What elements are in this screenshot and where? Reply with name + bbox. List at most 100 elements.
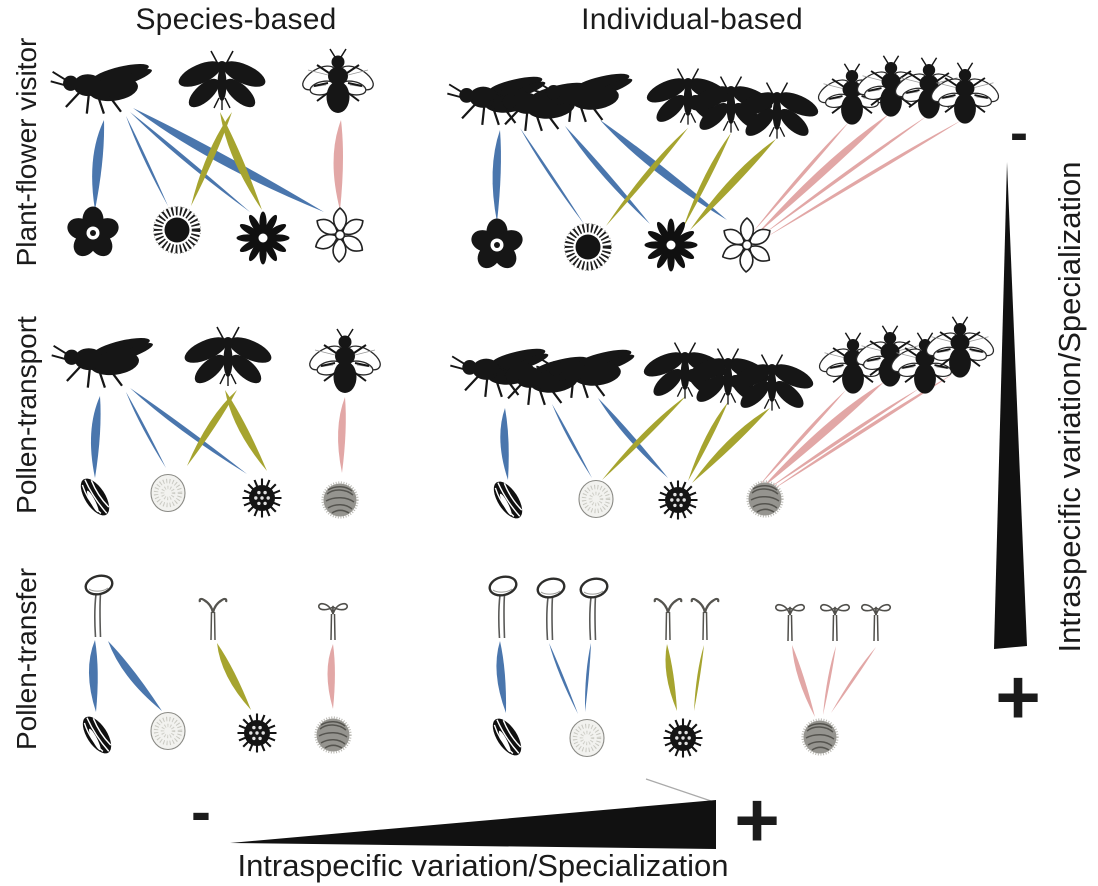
bottom-axis-minus-sign: - [191, 778, 211, 845]
flower-outline-icon [312, 207, 368, 264]
stigma-forked-icon [690, 597, 720, 642]
fly-icon [49, 59, 155, 115]
blue-interaction-link [500, 408, 509, 480]
olive-interaction-link [683, 133, 731, 228]
blue-interaction-link [520, 128, 584, 224]
pollen-spiky-icon [236, 712, 278, 754]
stigma-forked-icon [198, 597, 228, 642]
olive-interaction-link [225, 390, 267, 471]
wedge-hairline [645, 778, 715, 803]
pollen-fuzzy-icon [321, 481, 359, 519]
right-axis-plus-sign: + [995, 652, 1041, 741]
olive-interaction-link [694, 645, 704, 711]
right-axis-label: Intraspecific variation/Specialization [1052, 161, 1087, 653]
stigma-oval-icon [534, 574, 568, 642]
pink-interaction-link [831, 647, 876, 713]
pollen-fuzzy-icon [314, 716, 352, 754]
lacewing-icon [174, 50, 270, 113]
right-axis-minus-sign: - [1010, 102, 1028, 163]
olive-interaction-link [220, 112, 262, 210]
olive-interaction-link [688, 402, 728, 481]
fly-icon [535, 345, 637, 399]
stigma-oval-icon [82, 571, 116, 639]
pollen-ellipse-icon [486, 713, 528, 761]
bee-icon [297, 48, 379, 114]
olive-interaction-link [665, 644, 677, 711]
bottom-gradient-wedge [230, 800, 716, 849]
olive-interaction-link [690, 139, 776, 230]
panel-individual-plant-flower-visitor [446, 54, 1004, 273]
flower-dark-icon [468, 218, 526, 273]
blue-interaction-link [88, 640, 98, 712]
flower-ring-icon [154, 207, 201, 254]
panel-individual-pollen-transport [449, 315, 999, 524]
bee-icon [926, 61, 1004, 125]
blue-interaction-link [108, 641, 162, 711]
blue-interaction-link [496, 641, 507, 713]
blue-interaction-link [549, 643, 578, 714]
bottom-axis-plus-sign: + [734, 775, 780, 864]
blue-interaction-link [90, 396, 101, 478]
pink-interaction-link [823, 646, 836, 715]
flower-star-icon [236, 211, 290, 265]
pollen-smooth-icon [570, 720, 604, 757]
blue-interaction-link [130, 388, 247, 474]
pink-interaction-link [333, 120, 344, 210]
pink-interaction-link [765, 388, 920, 491]
panel-species-pollen-transfer [76, 571, 352, 759]
blue-interaction-link [600, 120, 727, 220]
flower-star-icon [644, 218, 698, 272]
blue-interaction-link [492, 130, 501, 222]
olive-interaction-link [606, 128, 688, 226]
stigma-forked-icon [653, 597, 683, 642]
bee-icon [304, 328, 386, 394]
pollen-smooth-icon [579, 481, 613, 518]
blue-interaction-link [92, 120, 105, 210]
pink-interaction-link [758, 390, 846, 487]
fly-icon [50, 333, 156, 389]
pink-interaction-link [338, 397, 346, 473]
fly-icon [533, 69, 635, 123]
row-label-plant-flower-visitor: Plant-flower visitor [11, 37, 42, 267]
stigma-lobed-icon [774, 603, 806, 642]
stigma-lobed-icon [317, 602, 349, 641]
blue-interaction-link [598, 398, 668, 478]
stigma-oval-icon [577, 574, 611, 642]
pink-interaction-link [769, 374, 953, 492]
olive-interaction-link [692, 408, 770, 483]
pollen-ellipse-icon [74, 473, 116, 521]
pink-interaction-link [327, 644, 335, 709]
panel-individual-pollen-transfer [486, 572, 892, 761]
blue-interaction-link [130, 112, 250, 212]
olive-interaction-link [217, 643, 251, 710]
pink-interaction-link [753, 122, 849, 232]
stigma-lobed-icon [860, 603, 892, 642]
column-header-individual: Individual-based [581, 3, 803, 36]
blue-interaction-link [126, 392, 166, 468]
stigma-lobed-icon [819, 603, 851, 642]
bottom-axis-label: Intraspecific variation/Specialization [237, 848, 729, 883]
right-gradient-wedge [994, 162, 1027, 649]
blue-interaction-link [126, 116, 168, 206]
olive-interaction-link [187, 390, 237, 466]
pink-interaction-link [792, 645, 815, 717]
row-label-pollen-transport: Pollen-transport [11, 316, 42, 514]
flower-ring-icon [565, 224, 612, 271]
pollen-smooth-icon [151, 475, 185, 512]
blue-interaction-link [133, 108, 324, 212]
row-label-pollen-transfer: Pollen-transfer [11, 567, 42, 751]
stigma-oval-icon [486, 572, 520, 640]
pink-interaction-link [757, 114, 889, 234]
pink-interaction-link [761, 116, 927, 236]
flower-dark-icon [64, 206, 122, 261]
pollen-spiky-icon [241, 477, 283, 519]
blue-interaction-link [584, 643, 591, 712]
blue-interaction-link [552, 404, 592, 478]
olive-interaction-link [602, 396, 686, 480]
pink-interaction-link [765, 120, 962, 238]
pollen-smooth-icon [151, 713, 185, 750]
olive-interaction-link [191, 112, 232, 206]
lacewing-icon [180, 326, 276, 389]
